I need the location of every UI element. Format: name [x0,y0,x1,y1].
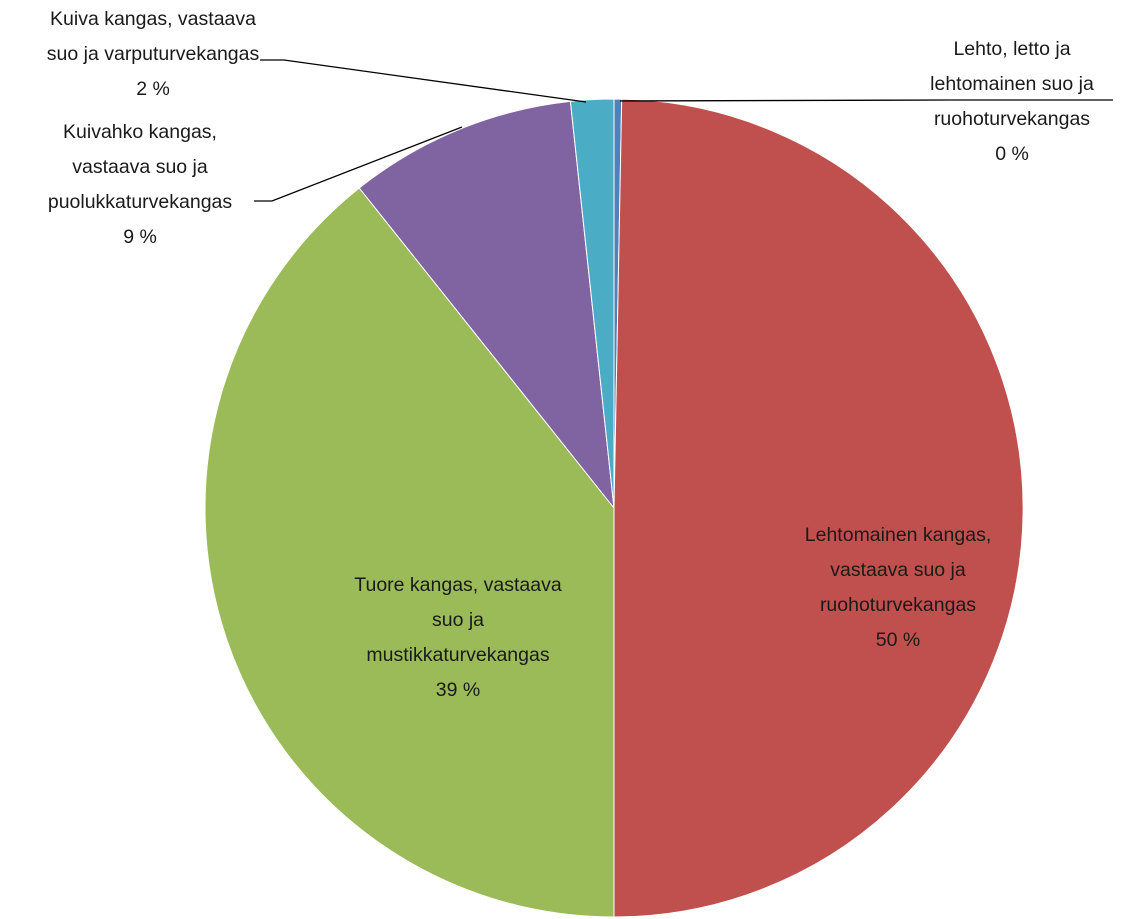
data-label-line: lehtomainen suo ja [930,73,1094,95]
data-label-line: vastaava suo ja [830,559,966,581]
data-label-line: suo ja [432,609,484,631]
data-label-line: Tuore kangas, vastaava [354,574,562,596]
data-label-lehto-letto-ja-lehtomainen-suo-ja-ruohoturvekangas: Lehto, letto ja lehtomainen suo ja ruohotu… [930,38,1094,165]
leader-line-kuiva-kangas-vastaava-suo-ja-varputurvekangas [260,59,587,103]
pie-slice-tuore-kangas-vastaava-suo-ja-mustikkaturvekangas [204,187,615,918]
data-label-line: Kuivahko kangas, [63,121,217,143]
pie-slice-kuiva-kangas-vastaava-suo-ja-varputurvekangas [569,98,615,509]
data-label-line: 2 % [136,78,170,100]
data-label-line: Lehtomainen kangas, [805,524,991,546]
pie-slices [204,98,1024,918]
leader-lines [254,59,1113,202]
data-label-line: mustikkaturvekangas [366,644,549,666]
data-label-line: Kuiva kangas, vastaava [50,8,256,30]
slice-labels: Lehto, letto ja lehtomainen suo ja ruohotu… [47,8,1094,701]
data-label-line: suo ja varputurvekangas [47,43,260,65]
data-label-lehtomainen-kangas-vastaava-suo-ja-ruohoturvekangas: Lehtomainen kangas, vastaava suo ja ruohot… [805,524,991,651]
pie-slice-lehtomainen-kangas-vastaava-suo-ja-ruohoturvekangas [613,98,1024,918]
leader-line-kuivahko-kangas-vastaava-suo-ja-puolukkaturvekangas [254,126,463,202]
data-label-line: vastaava suo ja [72,156,208,178]
data-label-line: 39 % [436,679,480,701]
data-label-line: 9 % [123,226,157,248]
data-label-line: 0 % [995,143,1029,165]
data-label-line: ruohoturvekangas [934,108,1090,130]
pie-slice-kuivahko-kangas-vastaava-suo-ja-puolukkaturvekangas [358,100,615,510]
data-label-line: 50 % [876,629,920,651]
data-label-kuivahko-kangas-vastaava-suo-ja-puolukkaturvekangas: Kuivahko kangas, vastaava suo ja puolukkat… [48,121,233,248]
data-label-line: puolukkaturvekangas [48,191,233,213]
data-label-line: Lehto, letto ja [953,38,1070,60]
data-label-kuiva-kangas-vastaava-suo-ja-varputurvekangas: Kuiva kangas, vastaava suo ja varputurvek… [47,8,260,100]
leader-line-lehto-letto-ja-lehtomainen-suo-ja-ruohoturvekangas [619,99,1113,102]
data-label-tuore-kangas-vastaava-suo-ja-mustikkaturvekangas: Tuore kangas, vastaava suo ja mustikkaturv… [354,574,562,701]
data-label-line: ruohoturvekangas [820,594,976,616]
